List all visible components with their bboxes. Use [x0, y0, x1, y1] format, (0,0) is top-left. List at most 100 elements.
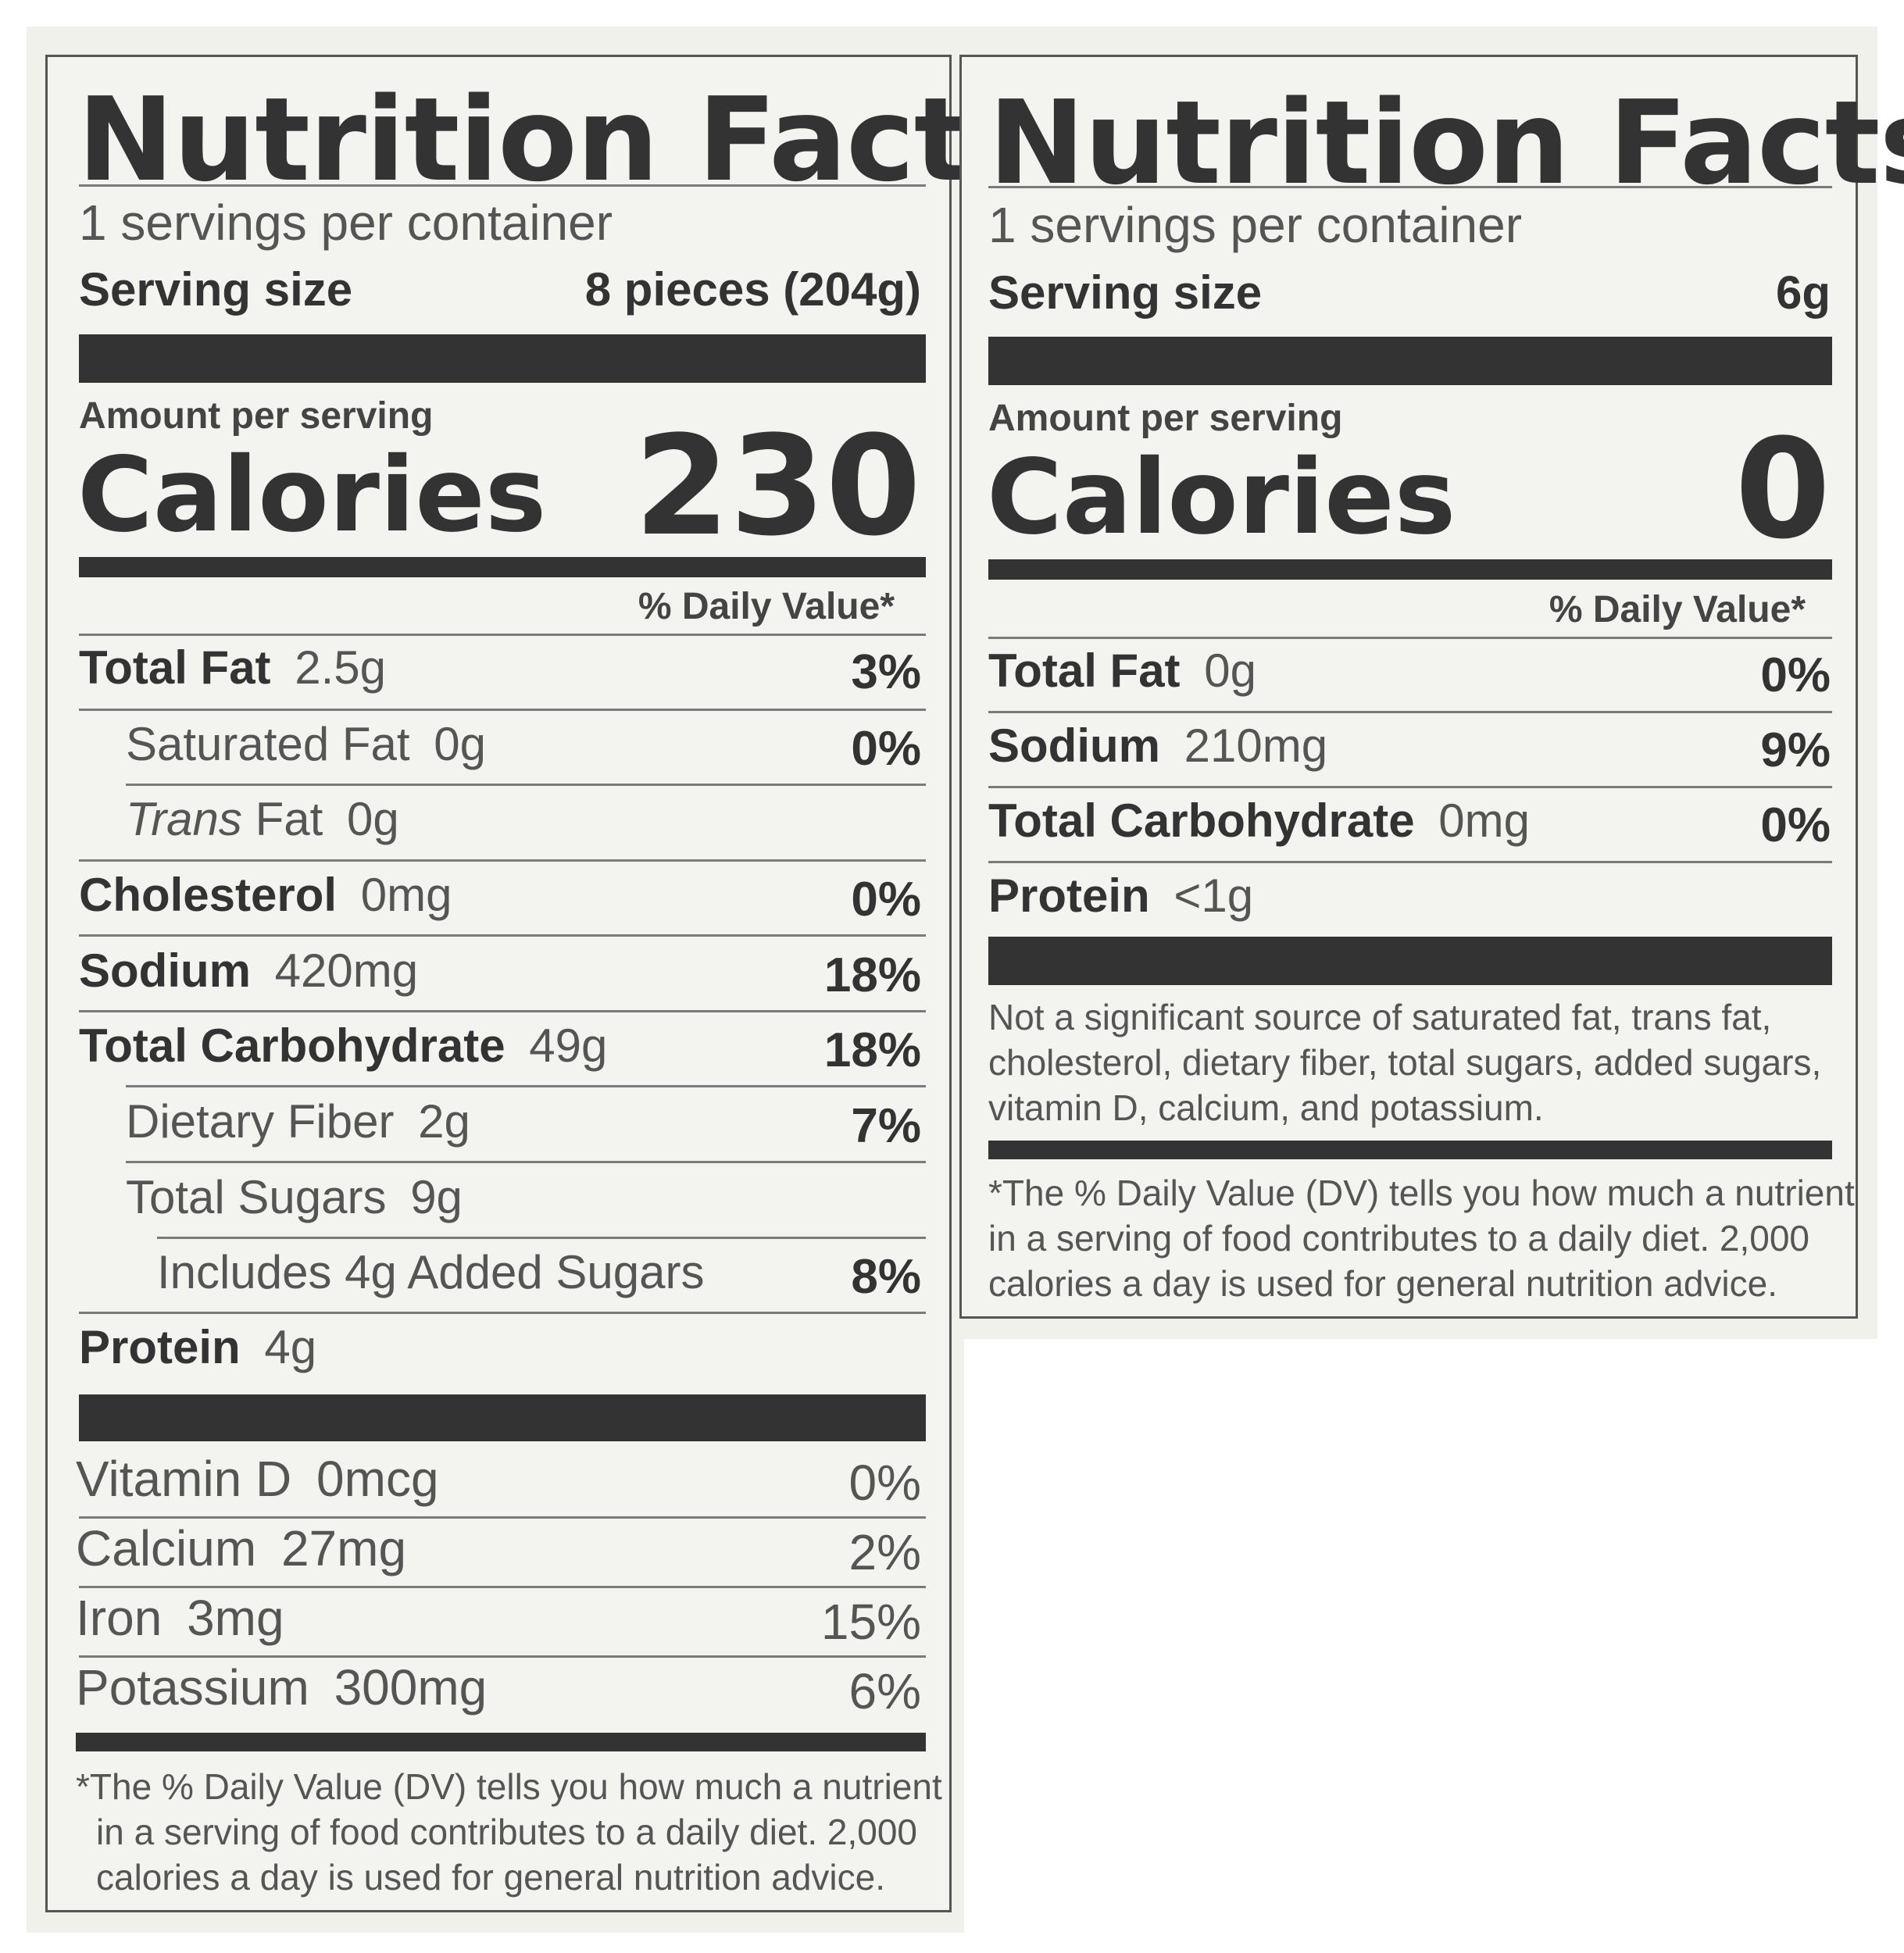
divider: [988, 186, 1832, 188]
vitamin-row-vitamin-d: Vitamin D 0mcg: [76, 1454, 439, 1504]
vitamin-dv: 6%: [848, 1663, 922, 1719]
divider: [79, 1516, 926, 1519]
nutrition-label-left: Nutrition Facts 1 servings per container…: [45, 55, 1038, 1912]
amount-per-serving: Amount per serving: [79, 395, 434, 437]
nutrient-row-total-sugars: Total Sugars 9g: [126, 1174, 463, 1221]
nutrient-amount: 0mg: [1438, 794, 1531, 847]
calories-value: 0: [1734, 409, 1831, 569]
thick-divider: [988, 337, 1832, 385]
nutrient-row-total-carbohydrate: Total Carbohydrate 0mg: [988, 798, 1530, 844]
nutrient-name: Cholesterol: [79, 869, 338, 921]
divider: [79, 634, 926, 636]
divider: [126, 1161, 926, 1163]
nutrient-dv: 0%: [851, 873, 921, 927]
nutrient-row-sodium: Sodium 420mg: [79, 948, 418, 994]
note-line: cholesterol, dietary fiber, total sugars…: [988, 1042, 1822, 1083]
nutrient-name: Protein: [988, 869, 1150, 922]
thick-divider: [79, 557, 926, 577]
footnote-line: *The % Daily Value (DV) tells you how mu…: [76, 1766, 942, 1807]
vitamin-row-calcium: Calcium 27mg: [76, 1523, 406, 1573]
divider: [988, 786, 1832, 788]
serving-size-value: 8 pieces (204g): [584, 263, 921, 316]
vitamin-name: Vitamin D: [76, 1451, 292, 1507]
nutrient-name: Total Fat: [79, 641, 271, 694]
nutrient-name-italic: Trans: [126, 793, 242, 845]
nutrient-dv: 7%: [851, 1099, 921, 1153]
serving-size-label: Serving size: [79, 263, 353, 316]
nutrient-amount: 49g: [529, 1019, 608, 1072]
nutrient-row-dietary-fiber: Dietary Fiber 2g: [126, 1098, 470, 1145]
daily-value-header: % Daily Value*: [638, 586, 895, 627]
nutrient-name: Total Fat: [988, 644, 1181, 697]
vitamin-name: Potassium: [76, 1659, 309, 1716]
divider: [79, 859, 926, 862]
divider: [988, 637, 1832, 639]
nutrient-dv: 18%: [823, 1023, 921, 1077]
thick-divider: [79, 1394, 926, 1441]
vitamin-amount: 3mg: [187, 1590, 284, 1646]
nutrition-label-right: Nutrition Facts 1 servings per container…: [959, 55, 1904, 1319]
nutrient-name: Fat: [241, 793, 323, 845]
vitamin-dv: 2%: [848, 1524, 922, 1580]
servings-per-container: 1 servings per container: [988, 197, 1523, 253]
nutrient-row-protein: Protein <1g: [988, 873, 1253, 919]
divider: [79, 184, 926, 187]
daily-value-footnote: *The % Daily Value (DV) tells you how mu…: [76, 1764, 942, 1900]
nutrient-dv: 8%: [851, 1250, 921, 1304]
nutrient-row-total-fat: Total Fat 2.5g: [79, 644, 386, 691]
thick-divider: [988, 559, 1832, 580]
nutrient-row-total-fat: Total Fat 0g: [988, 648, 1256, 694]
nutrient-amount: 0g: [346, 793, 399, 845]
nutrient-amount: 4g: [264, 1321, 317, 1373]
nutrient-row-sodium: Sodium 210mg: [988, 723, 1327, 769]
nutrient-row-protein: Protein 4g: [79, 1324, 316, 1371]
calories-label: Calories: [987, 437, 1456, 558]
nutrient-amount: 2g: [418, 1095, 470, 1148]
vitamin-amount: 27mg: [280, 1520, 407, 1576]
serving-size-value: 6g: [1775, 266, 1831, 319]
divider: [79, 934, 926, 937]
note-line: vitamin D, calcium, and potassium.: [988, 1087, 1544, 1128]
nutrient-dv: 0%: [1760, 798, 1831, 852]
thick-divider: [988, 937, 1832, 985]
nutrient-name: Total Carbohydrate: [988, 794, 1415, 847]
nutrient-amount: 0mg: [360, 869, 452, 921]
nutrient-dv: 0%: [1760, 648, 1831, 702]
nutrient-row-saturated-fat: Saturated Fat 0g: [126, 721, 486, 768]
vitamin-amount: 0mcg: [316, 1451, 439, 1507]
nutrient-row-cholesterol: Cholesterol 0mg: [79, 872, 452, 919]
nutrient-name: Protein: [79, 1321, 241, 1373]
divider: [988, 711, 1832, 713]
nutrient-amount: 2.5g: [295, 641, 386, 694]
nutrient-amount: 420mg: [274, 944, 419, 997]
vitamin-name: Calcium: [76, 1520, 257, 1576]
divider: [79, 1312, 926, 1314]
nutrient-dv: 3%: [851, 645, 921, 699]
thick-divider: [988, 1141, 1832, 1159]
nutrient-row-total-carbohydrate: Total Carbohydrate 49g: [79, 1023, 607, 1069]
serving-size-label: Serving size: [988, 266, 1263, 319]
vitamin-amount: 300mg: [334, 1659, 488, 1716]
servings-per-container: 1 servings per container: [79, 195, 613, 251]
footnote-line: in a serving of food contributes to a da…: [96, 1812, 917, 1852]
nutrient-dv: 18%: [823, 948, 921, 1002]
divider: [988, 861, 1832, 863]
nutrient-dv: 0%: [851, 722, 921, 776]
nutrient-name: Sodium: [988, 719, 1160, 772]
vitamin-row-potassium: Potassium 300mg: [76, 1662, 487, 1712]
nutrient-name: Total Sugars: [126, 1171, 387, 1223]
note-line: Not a significant source of saturated fa…: [988, 997, 1772, 1037]
nutrient-dv: 9%: [1760, 723, 1831, 777]
nutrient-row-trans-fat: Trans Fat 0g: [126, 796, 399, 843]
daily-value-header: % Daily Value*: [1549, 589, 1806, 630]
nutrient-name: Total Carbohydrate: [79, 1019, 505, 1072]
label-title: Nutrition Facts: [77, 73, 1038, 207]
footnote-line: calories a day is used for general nutri…: [96, 1857, 886, 1898]
divider: [126, 1085, 926, 1087]
not-significant-note: Not a significant source of saturated fa…: [988, 994, 1840, 1130]
footnote-line: in a serving of food contributes to a da…: [988, 1218, 1809, 1259]
nutrient-row-added-sugars: Includes 4g Added Sugars: [157, 1249, 705, 1296]
footnote-line: *The % Daily Value (DV) tells you how mu…: [988, 1173, 1855, 1213]
vitamin-dv: 15%: [820, 1594, 921, 1650]
nutrient-name: Sodium: [79, 944, 251, 997]
